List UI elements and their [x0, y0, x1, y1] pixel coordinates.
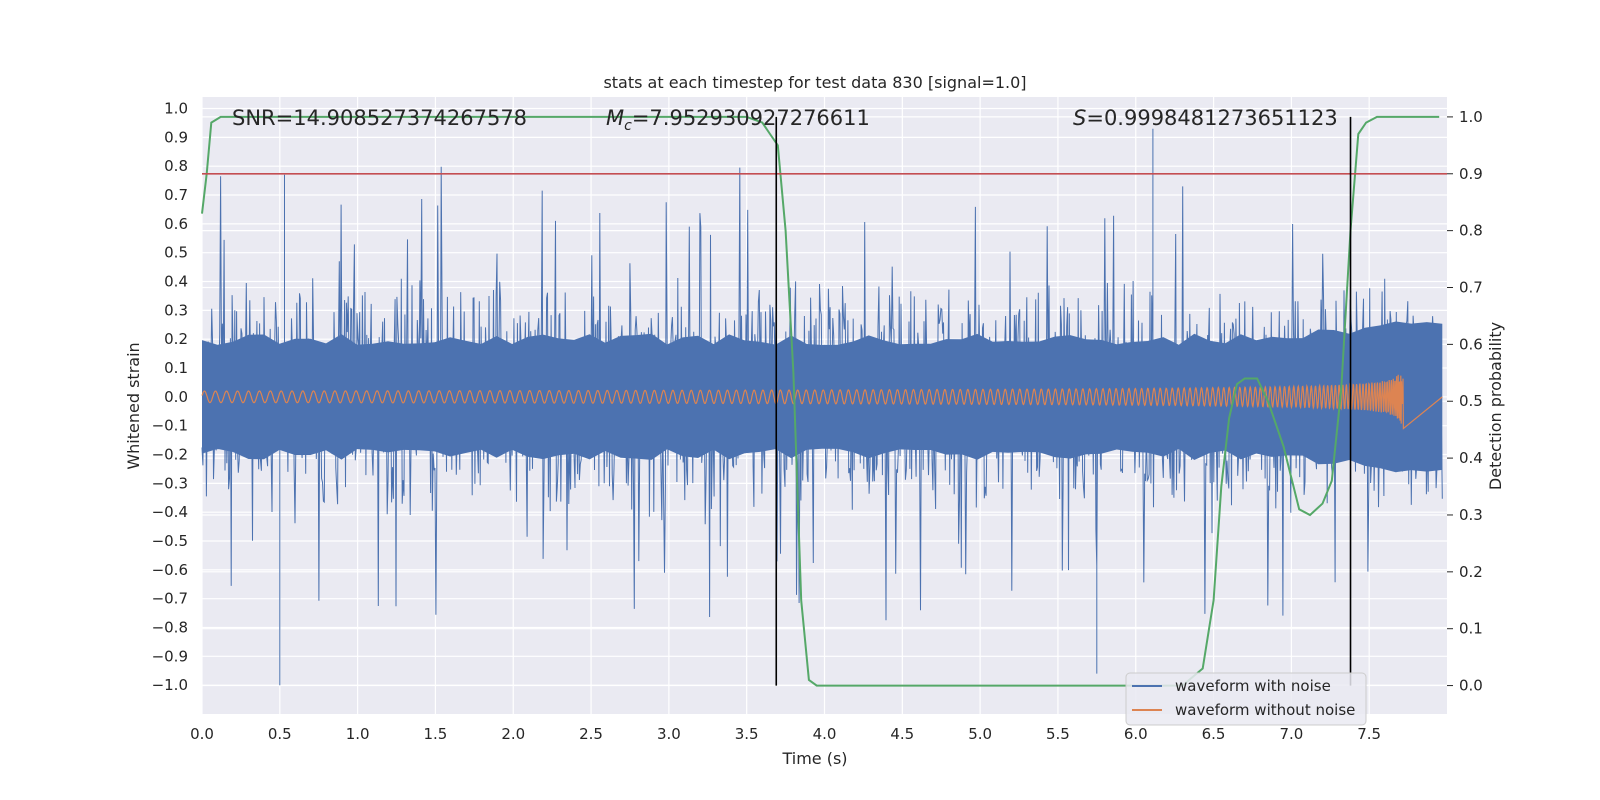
- overlays: [202, 116, 1447, 686]
- y-left-tick-label: 0.1: [164, 359, 188, 377]
- y-left-tick-label: −0.2: [152, 446, 188, 464]
- y-left-tick-label: 0.3: [164, 301, 188, 319]
- y-right-tick-label: 0.4: [1459, 449, 1483, 467]
- mc-symbol: M: [606, 106, 624, 130]
- y-left-tick-label: −0.5: [152, 532, 188, 550]
- y-left-tick-label: −0.3: [152, 474, 188, 492]
- axes: 0.0 0.5 1.0 1.5 2.0 2.5 3.0 3.5 4.0 4.5 5.0 5.5 6.0 6…: [152, 100, 1483, 743]
- x-tick-label: 3.5: [735, 725, 759, 743]
- snr-annotation: SNR=14.908527374267578: [232, 106, 527, 130]
- x-tick-label: 7.5: [1357, 725, 1381, 743]
- y-left-tick-label: 0.0: [164, 388, 188, 406]
- x-tick-label: 3.0: [657, 725, 681, 743]
- y-right-tick-label: 0.1: [1459, 620, 1483, 638]
- y-left-tick-label: 0.8: [164, 157, 188, 175]
- mc-subscript: c: [624, 118, 632, 134]
- x-tick-label: 4.0: [813, 725, 837, 743]
- y-left-tick-label: 0.7: [164, 186, 188, 204]
- y-axis-right-label: Detection probability: [1486, 322, 1505, 490]
- mc-value: =7.952930927276611: [632, 106, 870, 130]
- x-tick-label: 0.5: [268, 725, 292, 743]
- x-tick-label: 2.0: [501, 725, 525, 743]
- s-value: =0.9998481273651123: [1086, 106, 1337, 130]
- x-tick-label: 0.0: [190, 725, 214, 743]
- s-annotation: S=0.9998481273651123: [1073, 106, 1338, 130]
- y-right-tick-label: 0.3: [1459, 506, 1483, 524]
- x-tick-label: 6.0: [1124, 725, 1148, 743]
- y-right-tick-label: 0.0: [1459, 677, 1483, 695]
- s-symbol: S: [1073, 106, 1086, 130]
- clean-waveform-line: [201, 374, 1443, 430]
- x-axis-label: Time (s): [781, 749, 847, 768]
- y-left-tick-label: −0.6: [152, 561, 188, 579]
- clean-waveform: [201, 374, 1443, 430]
- legend-label-noise: waveform with noise: [1175, 677, 1331, 695]
- noise-waveform-band: [202, 321, 1443, 473]
- y-left-tick-label: −0.9: [152, 647, 188, 665]
- y-right-tick-label: 1.0: [1459, 108, 1483, 126]
- y-right-tick-label: 0.8: [1459, 222, 1483, 240]
- noise-waveform: [201, 128, 1443, 686]
- x-tick-label: 7.0: [1279, 725, 1303, 743]
- y-left-tick-label: −0.7: [152, 590, 188, 608]
- y-left-tick-label: 0.2: [164, 330, 188, 348]
- y-left-tick-label: 0.9: [164, 128, 188, 146]
- y-left-tick-label: −0.4: [152, 503, 188, 521]
- x-tick-label: 1.0: [346, 725, 370, 743]
- y-left-tick-label: −1.0: [152, 676, 188, 694]
- y-left-tick-label: 1.0: [164, 100, 188, 118]
- legend: waveform with noise waveform without noi…: [1125, 672, 1367, 726]
- y-left-tick-label: 0.5: [164, 244, 188, 262]
- y-right-tick-label: 0.6: [1459, 335, 1483, 353]
- x-tick-label: 1.5: [424, 725, 448, 743]
- chart-title: stats at each timestep for test data 830…: [603, 73, 1026, 92]
- x-tick-label: 4.5: [890, 725, 914, 743]
- x-tick-label: 5.5: [1046, 725, 1070, 743]
- mc-annotation: Mc=7.952930927276611: [606, 106, 870, 134]
- y-left-tick-label: −0.8: [152, 619, 188, 637]
- y-left-tick-label: 0.4: [164, 273, 188, 291]
- x-tick-label: 5.0: [968, 725, 992, 743]
- x-tick-label: 2.5: [579, 725, 603, 743]
- y-right-tick-label: 0.9: [1459, 165, 1483, 183]
- legend-box: [1125, 672, 1367, 726]
- y-right-tick-label: 0.5: [1459, 392, 1483, 410]
- y-left-tick-label: −0.1: [152, 417, 188, 435]
- y-axis-left-label: Whitened strain: [124, 342, 143, 469]
- legend-label-clean: waveform without noise: [1175, 701, 1355, 719]
- y-right-tick-label: 0.2: [1459, 563, 1483, 581]
- y-left-tick-label: 0.6: [164, 215, 188, 233]
- x-tick-label: 6.5: [1202, 725, 1226, 743]
- y-right-tick-label: 0.7: [1459, 279, 1483, 297]
